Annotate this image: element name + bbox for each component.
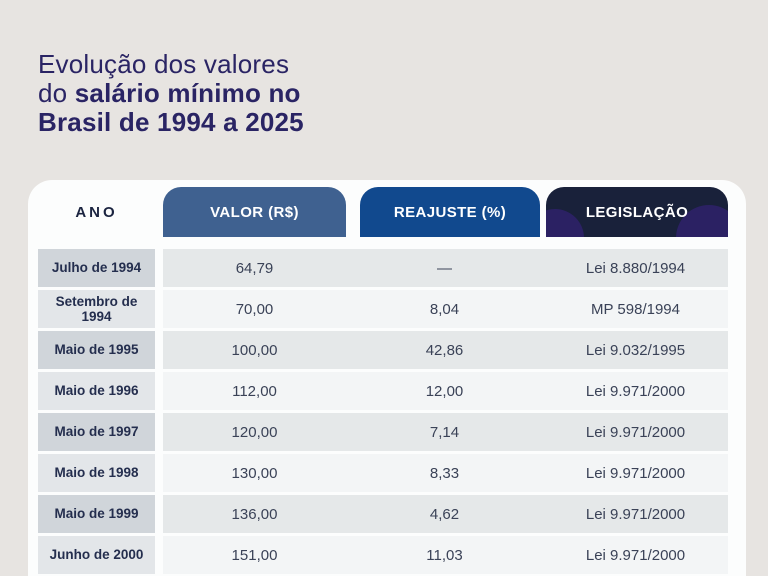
row-legislacao-value: MP 598/1994 <box>591 300 680 318</box>
row-ano-label: Maio de 1998 <box>54 465 139 481</box>
row-legislacao-value: Lei 9.971/2000 <box>585 423 686 441</box>
table-body: Julho de 1994 64,79 — Lei 8.880/1994 Set… <box>28 237 746 574</box>
column-header-reajuste-label: REAJUSTE (%) <box>393 203 507 221</box>
column-header-reajuste: REAJUSTE (%) <box>360 187 540 237</box>
table-row: Julho de 1994 64,79 — Lei 8.880/1994 <box>38 249 728 287</box>
row-data-strip: 64,79 — Lei 8.880/1994 <box>163 249 728 287</box>
table-row: Maio de 1999 136,00 4,62 Lei 9.971/2000 <box>38 495 728 533</box>
column-header-legislacao-label: LEGISLAÇÃO <box>585 203 689 221</box>
title-line-2-regular: do <box>38 78 75 108</box>
row-data-strip: 136,00 4,62 Lei 9.971/2000 <box>163 495 728 533</box>
table-row: Maio de 1995 100,00 42,86 Lei 9.032/1995 <box>38 331 728 369</box>
row-ano-label: Julho de 1994 <box>51 260 142 276</box>
decor-circle-left <box>546 209 584 237</box>
row-reajuste-value: 11,03 <box>426 546 463 564</box>
row-reajuste-value: 8,04 <box>429 300 460 318</box>
row-reajuste-value: 7,14 <box>429 423 460 441</box>
table-row: Maio de 1996 112,00 12,00 Lei 9.971/2000 <box>38 372 728 410</box>
row-legislacao-value: Lei 9.971/2000 <box>585 505 686 523</box>
row-valor-value: 64,79 <box>235 259 274 277</box>
row-legislacao-value: Lei 9.032/1995 <box>585 341 686 359</box>
title-line-1: Evolução dos valores <box>38 49 290 79</box>
row-legislacao-value: Lei 9.971/2000 <box>585 382 686 400</box>
row-valor-value: 70,00 <box>235 300 274 318</box>
row-ano-cell: Maio de 1995 <box>38 331 155 369</box>
row-data-strip: 112,00 12,00 Lei 9.971/2000 <box>163 372 728 410</box>
row-ano-label: Setembro de 1994 <box>55 293 138 324</box>
row-valor-value: 136,00 <box>231 505 278 523</box>
row-reajuste-value: 12,00 <box>425 382 464 400</box>
column-header-valor: VALOR (R$) <box>163 187 346 237</box>
row-ano-label: Junho de 2000 <box>49 547 144 563</box>
row-valor-value: 130,00 <box>231 464 278 482</box>
column-header-legislacao: LEGISLAÇÃO <box>546 187 728 237</box>
table-row: Junho de 2000 151,00 11,03 Lei 9.971/200… <box>38 536 728 574</box>
table-row: Maio de 1998 130,00 8,33 Lei 9.971/2000 <box>38 454 728 492</box>
table-header: ANO VALOR (R$) REAJUSTE (%) LEGISLAÇÃO <box>28 180 746 237</box>
table-row: Maio de 1997 120,00 7,14 Lei 9.971/2000 <box>38 413 728 451</box>
row-reajuste-value: 8,33 <box>429 464 460 482</box>
row-data-strip: 100,00 42,86 Lei 9.032/1995 <box>163 331 728 369</box>
row-valor-value: 112,00 <box>232 382 277 400</box>
row-reajuste-value: 4,62 <box>429 505 460 523</box>
title-line-2: do salário mínimo no <box>38 79 304 108</box>
row-legislacao-value: Lei 9.971/2000 <box>585 464 686 482</box>
row-ano-cell: Junho de 2000 <box>38 536 155 574</box>
row-ano-label: Maio de 1999 <box>54 506 139 522</box>
row-data-strip: 120,00 7,14 Lei 9.971/2000 <box>163 413 728 451</box>
row-ano-cell: Julho de 1994 <box>38 249 155 287</box>
row-reajuste-value: 42,86 <box>425 341 464 359</box>
row-valor-value: 120,00 <box>231 423 278 441</box>
title-line-2-bold: salário mínimo no <box>74 78 301 108</box>
column-header-ano: ANO <box>75 203 118 221</box>
page-title: Evolução dos valores do salário mínimo n… <box>38 50 304 137</box>
row-ano-cell: Setembro de 1994 <box>38 290 155 328</box>
row-legislacao-value: Lei 9.971/2000 <box>585 546 686 564</box>
row-data-strip: 70,00 8,04 MP 598/1994 <box>163 290 728 328</box>
table-card: ANO VALOR (R$) REAJUSTE (%) LEGISLAÇÃO J… <box>28 180 746 576</box>
title-line-3: Brasil de 1994 a 2025 <box>38 107 304 137</box>
row-data-strip: 151,00 11,03 Lei 9.971/2000 <box>163 536 728 574</box>
row-ano-label: Maio de 1995 <box>54 342 139 358</box>
row-ano-cell: Maio de 1997 <box>38 413 155 451</box>
row-legislacao-value: Lei 8.880/1994 <box>585 259 686 277</box>
column-header-valor-label: VALOR (R$) <box>210 203 299 221</box>
row-data-strip: 130,00 8,33 Lei 9.971/2000 <box>163 454 728 492</box>
row-valor-value: 100,00 <box>231 341 278 359</box>
row-valor-value: 151,00 <box>231 546 278 564</box>
row-ano-label: Maio de 1997 <box>54 424 139 440</box>
row-ano-cell: Maio de 1998 <box>38 454 155 492</box>
table-row: Setembro de 1994 70,00 8,04 MP 598/1994 <box>38 290 728 328</box>
row-ano-cell: Maio de 1996 <box>38 372 155 410</box>
row-ano-label: Maio de 1996 <box>54 383 139 399</box>
row-ano-cell: Maio de 1999 <box>38 495 155 533</box>
row-reajuste-value: — <box>437 259 452 277</box>
